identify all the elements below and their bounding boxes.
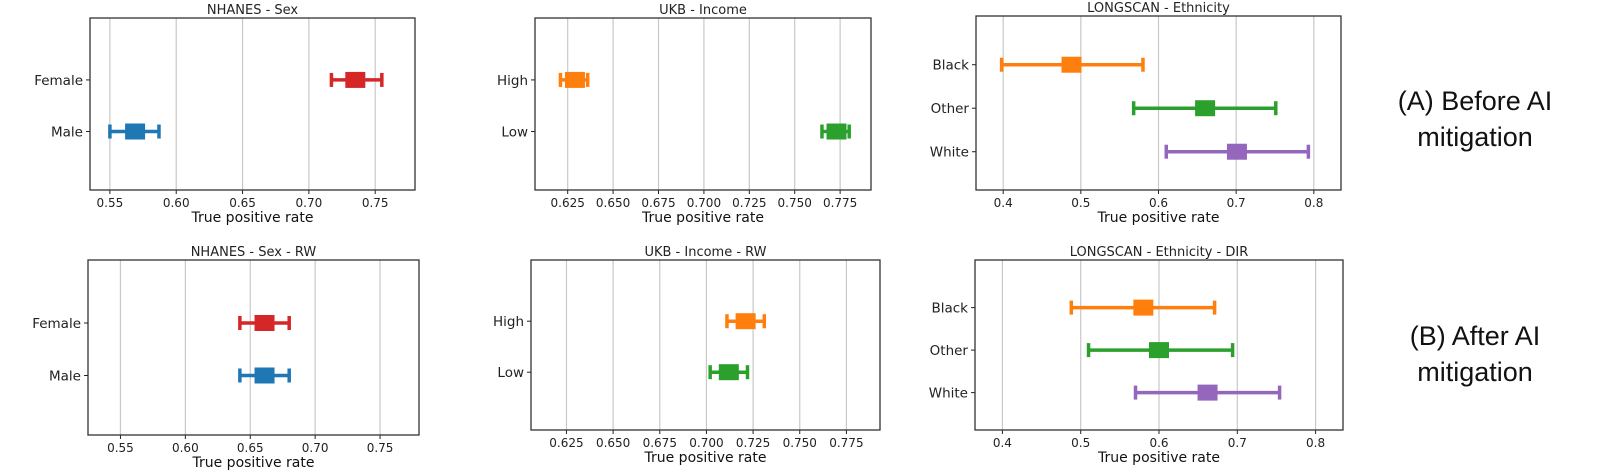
- x-tick-label: 0.55: [107, 441, 134, 455]
- category-label: Low: [497, 365, 524, 381]
- point-marker: [1061, 56, 1082, 73]
- point-marker: [1149, 342, 1169, 359]
- point-marker: [1195, 100, 1216, 117]
- chart-longscan-ethnicity-dir: 0.4 0.5 0.6 0.7 0.8 LONGSCAN - Ethnicity - DI…: [929, 245, 1344, 466]
- chart-ukb-income-rw: 0.625 0.650 0.675 0.700 0.725 0.750 0.775 UKB -…: [493, 245, 881, 466]
- chart-title: UKB - Income: [659, 3, 747, 18]
- x-tick-label: 0.60: [172, 441, 199, 455]
- chart-svg: 0.55 0.60 0.65 0.70 0.75 NHANES - Sex True pos…: [34, 3, 416, 226]
- x-axis-label: True positive rate: [192, 455, 315, 471]
- x-tick-label: 0.75: [367, 441, 394, 455]
- chart-title: UKB - Income - RW: [644, 245, 766, 260]
- x-tick-label: 0.750: [783, 436, 817, 450]
- x-tick-label: 0.650: [596, 436, 630, 450]
- category-label: High: [497, 73, 528, 89]
- x-tick-label: 0.75: [362, 196, 389, 210]
- x-tick-label: 0.750: [778, 196, 812, 210]
- chart-title: LONGSCAN - Ethnicity: [1087, 1, 1230, 16]
- x-tick-label: 0.700: [687, 196, 721, 210]
- point-marker: [254, 315, 275, 331]
- x-tick-label: 0.650: [596, 196, 630, 210]
- chart-nhanes-sex-rw: 0.55 0.60 0.65 0.70 0.75 NHANES - Sex - RW Tru…: [0, 0, 440, 475]
- chart-ukb-income: 0.625 0.650 0.675 0.700 0.725 0.750 0.775 UKB -…: [0, 0, 880, 235]
- x-tick-label: 0.6: [1149, 196, 1168, 210]
- chart-nhanes-sex: 0.55 0.60 0.65 0.70 0.75 NHANES - Sex True pos…: [0, 0, 440, 235]
- x-tick-label: 0.70: [302, 441, 329, 455]
- x-tick-label: 0.6: [1149, 436, 1168, 450]
- chart-svg: 0.4 0.5 0.6 0.7 0.8 LONGSCAN - Ethnicity - DI…: [929, 245, 1344, 466]
- x-tick-label: 0.700: [689, 436, 723, 450]
- point-marker: [564, 71, 585, 88]
- x-tick-label: 0.725: [736, 436, 770, 450]
- plot-frame: [89, 17, 416, 191]
- plot-frame: [975, 15, 1342, 191]
- x-tick-label: 0.8: [1306, 436, 1325, 450]
- x-tick-label: 0.70: [296, 196, 323, 210]
- category-label: Black: [931, 301, 968, 317]
- plot-frame: [530, 259, 881, 431]
- chart-title: LONGSCAN - Ethnicity - DIR: [1070, 245, 1249, 260]
- category-label: Black: [932, 58, 969, 74]
- point-marker: [254, 367, 275, 384]
- x-tick-label: 0.775: [829, 436, 863, 450]
- chart-svg: 0.625 0.650 0.675 0.700 0.725 0.750 0.775 UKB -…: [493, 245, 881, 466]
- x-tick-label: 0.55: [97, 196, 124, 210]
- x-tick-label: 0.8: [1304, 196, 1323, 210]
- x-axis-label: True positive rate: [641, 210, 764, 226]
- x-tick-label: 0.4: [993, 436, 1012, 450]
- x-axis-label: True positive rate: [644, 450, 767, 466]
- x-tick-label: 0.7: [1227, 196, 1246, 210]
- point-marker: [1226, 143, 1247, 160]
- row-label-after: (B) After AI mitigation: [1409, 321, 1541, 387]
- point-marker: [826, 123, 847, 140]
- x-tick-label: 0.65: [237, 441, 264, 455]
- x-tick-label: 0.775: [823, 196, 857, 210]
- x-tick-label: 0.725: [732, 196, 766, 210]
- x-axis-label: True positive rate: [1097, 210, 1220, 226]
- row-label-before: (A) Before AI mitigation: [1397, 86, 1553, 152]
- plot-frame: [974, 259, 1344, 431]
- chart-svg: 0.625 0.650 0.675 0.700 0.725 0.750 0.775 UKB -…: [497, 3, 872, 226]
- x-tick-label: 0.675: [643, 436, 677, 450]
- category-label: White: [929, 386, 968, 402]
- category-label: Low: [501, 125, 528, 141]
- category-label: Other: [931, 101, 970, 117]
- point-marker: [125, 123, 146, 140]
- x-axis-label: True positive rate: [191, 210, 314, 226]
- x-tick-label: 0.60: [163, 196, 190, 210]
- chart-longscan-ethnicity: 0.4 0.5 0.6 0.7 0.8 LONGSCAN - Ethnicity True …: [0, 0, 1350, 235]
- x-tick-label: 0.5: [1071, 196, 1090, 210]
- x-tick-label: 0.65: [229, 196, 256, 210]
- category-label: Female: [32, 316, 81, 332]
- category-label: Other: [930, 343, 969, 359]
- point-marker: [718, 364, 739, 381]
- x-tick-label: 0.4: [994, 196, 1013, 210]
- plot-frame: [87, 259, 420, 436]
- chart-title: NHANES - Sex - RW: [191, 245, 317, 260]
- plot-frame: [534, 17, 872, 191]
- x-axis-label: True positive rate: [1097, 450, 1220, 466]
- chart-svg: 0.4 0.5 0.6 0.7 0.8 LONGSCAN - Ethnicity True …: [930, 1, 1342, 226]
- category-label: Male: [51, 125, 83, 141]
- point-marker: [1133, 299, 1154, 316]
- x-tick-label: 0.675: [641, 196, 675, 210]
- x-tick-label: 0.625: [551, 196, 585, 210]
- category-label: White: [930, 145, 969, 161]
- category-label: Female: [34, 73, 83, 89]
- point-marker: [1197, 384, 1218, 401]
- chart-title: NHANES - Sex: [207, 3, 299, 18]
- x-tick-label: 0.5: [1071, 436, 1090, 450]
- point-marker: [345, 71, 366, 88]
- category-label: High: [493, 314, 524, 330]
- x-tick-label: 0.7: [1228, 436, 1247, 450]
- chart-svg: 0.55 0.60 0.65 0.70 0.75 NHANES - Sex - RW Tru…: [32, 245, 420, 471]
- point-marker: [735, 313, 756, 330]
- category-label: Male: [49, 369, 81, 385]
- x-tick-label: 0.625: [549, 436, 583, 450]
